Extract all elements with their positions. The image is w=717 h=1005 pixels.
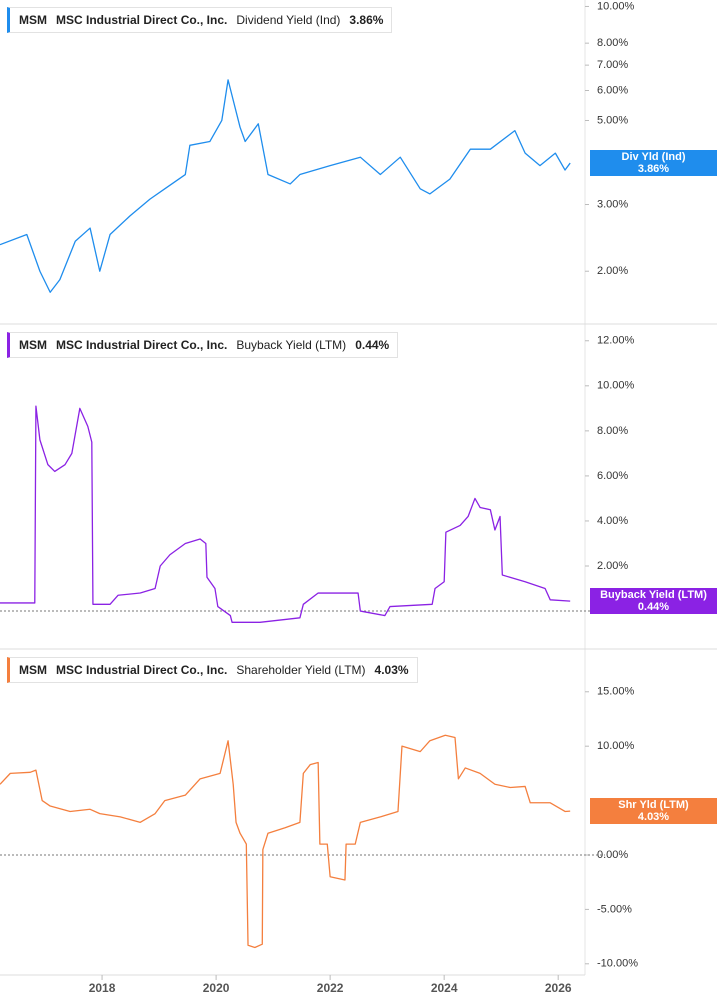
ticker: MSM <box>19 663 47 677</box>
metric: Shareholder Yield (LTM) <box>236 663 366 677</box>
y-tick-label: 10.00% <box>597 0 635 12</box>
x-tick-label: 2022 <box>317 981 344 995</box>
y-tick-label: 8.00% <box>597 425 628 437</box>
y-tick-label: -5.00% <box>597 903 632 915</box>
last-value: 3.86% <box>349 13 384 27</box>
y-tick-label: 12.00% <box>597 335 635 347</box>
x-tick-label: 2018 <box>89 981 116 995</box>
last-value: 0.44% <box>355 338 390 352</box>
last-value-badge: Buyback Yield (LTM) 0.44% <box>590 588 717 615</box>
badge-label: Div Yld (Ind) <box>621 151 686 164</box>
y-tick-label: 2.00% <box>597 560 628 572</box>
last-value-badge: Shr Yld (LTM) 4.03% <box>590 798 717 825</box>
company: MSC Industrial Direct Co., Inc. <box>56 13 228 27</box>
badge-value: 3.86% <box>637 163 670 176</box>
x-tick-label: 2024 <box>431 981 458 995</box>
panel-header: MSM MSC Industrial Direct Co., Inc. Divi… <box>7 7 393 33</box>
company: MSC Industrial Direct Co., Inc. <box>56 338 228 352</box>
series-line <box>0 734 571 949</box>
metric: Dividend Yield (Ind) <box>236 13 341 27</box>
y-tick-label: 15.00% <box>597 686 635 698</box>
y-tick-label: 5.00% <box>597 114 628 126</box>
y-tick-label: 0.00% <box>597 849 628 861</box>
y-tick-label: 8.00% <box>597 37 628 49</box>
y-tick-label: -10.00% <box>597 958 638 970</box>
badge-value: 4.03% <box>637 811 670 824</box>
y-tick-label: 6.00% <box>597 470 628 482</box>
ticker: MSM <box>19 13 47 27</box>
series-line <box>0 79 571 293</box>
series-line <box>0 405 571 623</box>
badge-label: Buyback Yield (LTM) <box>600 589 707 602</box>
y-tick-label: 3.00% <box>597 198 628 210</box>
y-tick-label: 10.00% <box>597 380 635 392</box>
y-tick-label: 7.00% <box>597 59 628 71</box>
panel-header: MSM MSC Industrial Direct Co., Inc. Shar… <box>7 657 418 683</box>
y-tick-label: 4.00% <box>597 515 628 527</box>
y-tick-label: 6.00% <box>597 84 628 96</box>
x-tick-label: 2026 <box>545 981 572 995</box>
badge-value: 0.44% <box>637 601 670 614</box>
company: MSC Industrial Direct Co., Inc. <box>56 663 228 677</box>
ticker: MSM <box>19 338 47 352</box>
last-value: 4.03% <box>374 663 409 677</box>
panel-header: MSM MSC Industrial Direct Co., Inc. Buyb… <box>7 332 399 358</box>
badge-label: Shr Yld (LTM) <box>618 799 689 812</box>
y-tick-label: 10.00% <box>597 740 635 752</box>
metric: Buyback Yield (LTM) <box>236 338 347 352</box>
y-tick-label: 2.00% <box>597 265 628 277</box>
last-value-badge: Div Yld (Ind) 3.86% <box>590 150 717 177</box>
x-tick-label: 2020 <box>203 981 230 995</box>
